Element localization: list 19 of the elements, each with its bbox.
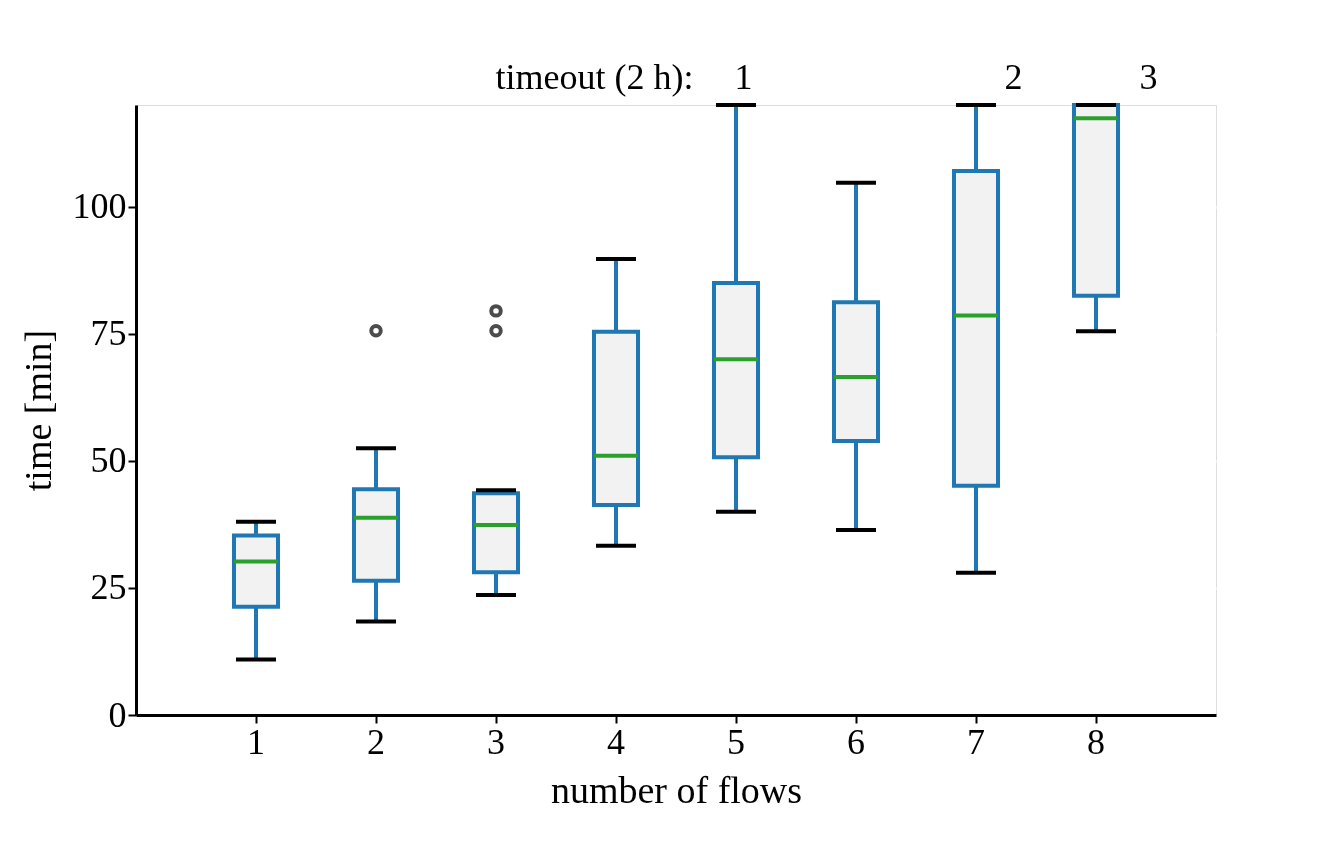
y-tick-label: 25 [90, 567, 127, 608]
x-tick-label: 4 [607, 721, 625, 762]
y-tick-label: 75 [90, 313, 127, 354]
x-tick-label: 5 [727, 721, 745, 762]
text: timeout (2 h): [495, 57, 694, 97]
text: 2 [1004, 57, 1023, 97]
x-axis-title: number of flows [550, 768, 803, 811]
y-tick-label: 0 [108, 694, 127, 735]
text: 3 [1139, 57, 1158, 97]
x-tick-label: 6 [847, 721, 865, 762]
x-tick-label: 8 [1087, 721, 1105, 762]
x-tick-label: 1 [247, 721, 265, 762]
x-tick-label: 3 [487, 721, 505, 762]
y-tick-label: 100 [72, 186, 127, 227]
x-tick-label: 2 [367, 721, 385, 762]
text: 1 [734, 57, 753, 97]
y-tick-label: 50 [90, 440, 127, 481]
x-tick-label: 7 [967, 721, 985, 762]
y-axis-title: time [min] [16, 329, 59, 492]
